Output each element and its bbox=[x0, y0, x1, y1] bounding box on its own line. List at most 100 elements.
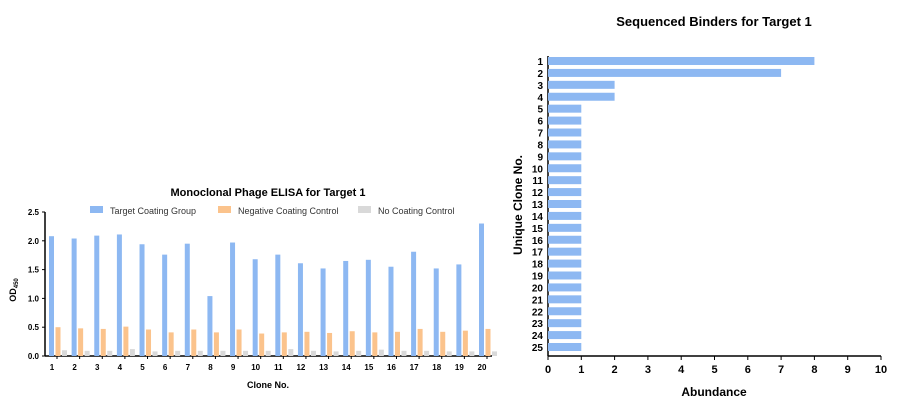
right-y-tick-label: 14 bbox=[532, 212, 544, 223]
bar-target-coating-group bbox=[388, 266, 394, 356]
bar-target-coating-group bbox=[297, 263, 303, 356]
bar-abundance bbox=[548, 247, 582, 256]
bar-no-coating-control bbox=[197, 350, 203, 356]
bar-abundance bbox=[548, 104, 582, 113]
bar-negative-coating-control bbox=[327, 332, 333, 356]
bar-abundance bbox=[548, 116, 582, 125]
bar-no-coating-control bbox=[84, 350, 90, 356]
left-chart-title: Monoclonal Phage ELISA for Target 1 bbox=[171, 187, 366, 199]
bar-abundance bbox=[548, 211, 582, 220]
bar-no-coating-control bbox=[310, 350, 316, 356]
bar-negative-coating-control bbox=[394, 331, 400, 356]
bar-negative-coating-control bbox=[440, 331, 446, 356]
left-y-tick-label: 2.0 bbox=[28, 237, 40, 246]
bar-target-coating-group bbox=[71, 238, 77, 356]
bar-negative-coating-control bbox=[146, 329, 152, 356]
bar-negative-coating-control bbox=[372, 332, 378, 356]
bar-target-coating-group bbox=[456, 264, 462, 356]
left-x-tick-label: 12 bbox=[296, 363, 305, 372]
left-x-tick-label: 17 bbox=[410, 363, 419, 372]
bar-target-coating-group bbox=[320, 268, 326, 356]
bar-no-coating-control bbox=[265, 350, 271, 356]
right-y-tick-label: 13 bbox=[532, 200, 544, 211]
bar-target-coating-group bbox=[94, 235, 100, 356]
right-y-tick-label: 22 bbox=[532, 307, 544, 318]
left-x-tick-label: 18 bbox=[432, 363, 441, 372]
bar-abundance bbox=[548, 319, 582, 328]
right-x-axis-label: Abundance bbox=[681, 385, 747, 399]
right-x-tick-label: 0 bbox=[545, 364, 551, 376]
bar-abundance bbox=[548, 259, 582, 268]
left-x-tick-label: 15 bbox=[364, 363, 373, 372]
left-x-axis-label: Clone No. bbox=[247, 380, 289, 390]
right-y-tick-label: 15 bbox=[532, 224, 544, 235]
bar-no-coating-control bbox=[220, 350, 226, 356]
bar-target-coating-group bbox=[479, 223, 484, 356]
left-x-tick-label: 5 bbox=[140, 363, 145, 372]
left-x-tick-label: 11 bbox=[274, 363, 283, 372]
left-x-tick-label: 2 bbox=[72, 363, 77, 372]
bar-no-coating-control bbox=[175, 350, 181, 356]
left-x-tick-label: 6 bbox=[163, 363, 168, 372]
right-y-tick-label: 21 bbox=[532, 295, 544, 306]
bar-target-coating-group bbox=[433, 268, 439, 356]
bar-abundance bbox=[548, 152, 582, 161]
bar-negative-coating-control bbox=[55, 327, 61, 356]
right-y-tick-label: 7 bbox=[537, 129, 543, 140]
left-y-tick-label: 0.5 bbox=[28, 323, 40, 332]
left-y-axis-label: OD450 bbox=[8, 278, 20, 302]
bar-abundance bbox=[548, 164, 582, 173]
right-y-tick-label: 17 bbox=[532, 248, 544, 259]
bar-target-coating-group bbox=[184, 243, 190, 356]
bar-abundance bbox=[548, 128, 582, 137]
right-x-tick-label: 9 bbox=[845, 364, 851, 376]
bar-no-coating-control bbox=[356, 350, 362, 356]
left-x-tick-label: 7 bbox=[186, 363, 191, 372]
right-x-tick-label: 1 bbox=[578, 364, 584, 376]
bar-abundance bbox=[548, 68, 782, 77]
bar-no-coating-control bbox=[424, 350, 430, 356]
bar-no-coating-control bbox=[469, 351, 475, 356]
bar-no-coating-control bbox=[333, 351, 339, 356]
bar-abundance bbox=[548, 80, 615, 89]
bar-negative-coating-control bbox=[236, 329, 242, 356]
left-y-tick-label: 0.0 bbox=[28, 352, 40, 361]
bar-negative-coating-control bbox=[100, 328, 106, 356]
right-x-tick-label: 3 bbox=[645, 364, 651, 376]
right-x-tick-label: 5 bbox=[711, 364, 717, 376]
bar-target-coating-group bbox=[162, 254, 168, 356]
bar-no-coating-control bbox=[129, 349, 135, 356]
bar-negative-coating-control bbox=[304, 331, 310, 356]
bar-no-coating-control bbox=[378, 349, 384, 356]
bar-target-coating-group bbox=[275, 254, 281, 356]
right-y-tick-label: 12 bbox=[532, 188, 544, 199]
bar-negative-coating-control bbox=[191, 329, 197, 356]
bar-negative-coating-control bbox=[259, 333, 265, 356]
right-y-tick-label: 3 bbox=[537, 81, 543, 92]
bar-abundance bbox=[548, 307, 582, 316]
left-y-tick-label: 1.5 bbox=[28, 266, 40, 275]
right-x-tick-label: 10 bbox=[875, 364, 887, 376]
bar-target-coating-group bbox=[139, 244, 145, 356]
left-y-tick-label: 2.5 bbox=[28, 208, 40, 217]
bar-target-coating-group bbox=[343, 260, 349, 356]
bar-abundance bbox=[548, 271, 582, 280]
bar-abundance bbox=[548, 331, 582, 340]
right-y-tick-label: 16 bbox=[532, 236, 544, 247]
right-y-tick-label: 8 bbox=[537, 140, 543, 151]
bar-target-coating-group bbox=[365, 259, 371, 356]
bar-abundance bbox=[548, 92, 615, 101]
right-y-tick-label: 19 bbox=[532, 272, 544, 283]
right-x-tick-label: 4 bbox=[678, 364, 685, 376]
bar-target-coating-group bbox=[116, 234, 122, 356]
legend-label: No Coating Control bbox=[378, 206, 455, 216]
left-x-tick-label: 13 bbox=[319, 363, 328, 372]
bar-no-coating-control bbox=[107, 350, 113, 356]
bar-no-coating-control bbox=[62, 350, 67, 356]
legend-swatch bbox=[90, 206, 103, 213]
right-x-tick-label: 8 bbox=[811, 364, 817, 376]
bar-negative-coating-control bbox=[168, 332, 174, 356]
right-y-tick-label: 25 bbox=[532, 343, 544, 354]
left-x-tick-label: 20 bbox=[478, 363, 487, 372]
